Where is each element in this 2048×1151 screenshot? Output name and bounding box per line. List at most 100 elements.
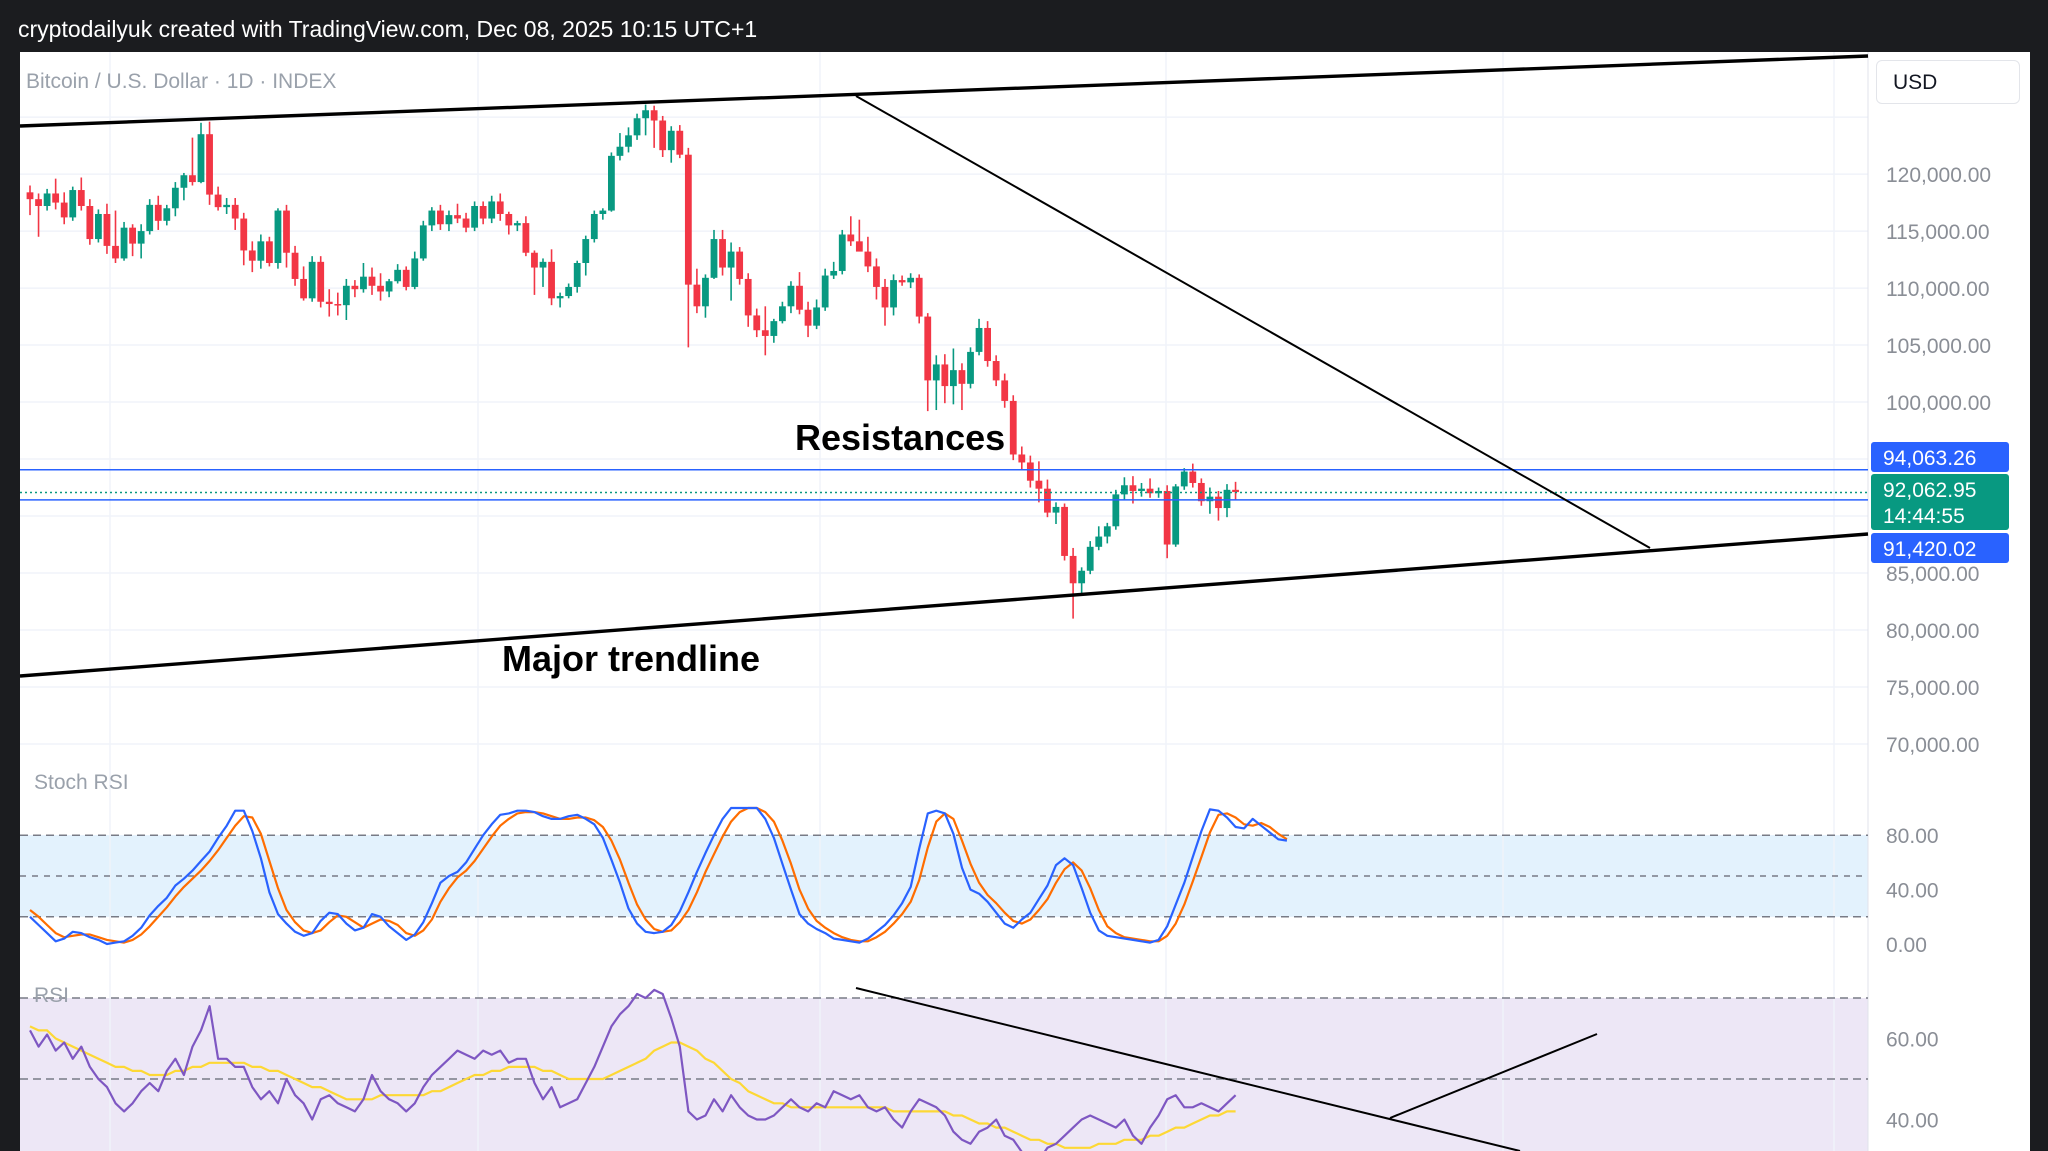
candle <box>325 289 333 317</box>
upper-channel-trendline[interactable] <box>20 54 1869 128</box>
candle-body <box>804 309 812 326</box>
candle-body <box>838 234 846 271</box>
candle <box>419 220 427 261</box>
candle-body <box>847 234 855 242</box>
candle <box>1026 455 1034 488</box>
major-trendline[interactable] <box>20 532 1869 678</box>
candle-body <box>873 266 880 287</box>
candle <box>1163 485 1171 559</box>
candle-body <box>35 199 42 207</box>
price-pane <box>20 104 1868 619</box>
candle-body <box>753 315 761 331</box>
candle <box>565 283 573 299</box>
candle <box>1018 446 1026 470</box>
candle-body <box>52 193 60 203</box>
candle <box>26 185 34 216</box>
major-trendline-label: Major trendline <box>502 638 760 679</box>
candle <box>154 195 162 230</box>
candle-body <box>633 118 641 136</box>
candle-body <box>471 206 478 228</box>
candle <box>1129 476 1137 504</box>
candle-body <box>967 351 974 384</box>
candle <box>1086 541 1094 575</box>
candle-body <box>582 239 590 263</box>
candle <box>214 186 222 211</box>
current-price-tag <box>1871 474 2009 530</box>
candle-body <box>171 187 179 209</box>
candle-body <box>1052 506 1060 513</box>
candle <box>479 201 487 225</box>
candle <box>1103 522 1111 544</box>
bar-countdown: 14:44:55 <box>1883 505 1965 528</box>
candle <box>180 172 188 201</box>
candle <box>103 203 111 254</box>
candle-body <box>1035 480 1043 489</box>
resistances-label: Resistances <box>795 417 1005 458</box>
candle-body <box>257 241 265 261</box>
stoch-k-line <box>29 806 1288 946</box>
candle-body <box>351 285 359 290</box>
candle-body <box>411 258 419 287</box>
candle-body <box>189 175 196 183</box>
current-price-value: 92,062.95 <box>1883 479 1976 502</box>
candle-body <box>214 194 222 208</box>
candle <box>317 256 325 308</box>
candle-body <box>1026 462 1034 481</box>
candle <box>351 280 359 298</box>
candle-body <box>513 223 521 226</box>
candle-body <box>625 135 632 147</box>
candle-body <box>394 269 402 282</box>
rsi-rising-trendline[interactable] <box>1389 1033 1598 1119</box>
candle <box>941 354 949 404</box>
price-tick-label: 75,000.00 <box>1886 677 1979 700</box>
candle-body <box>539 261 547 268</box>
symbol-title[interactable]: Bitcoin / U.S. Dollar · 1D · INDEX <box>26 70 336 93</box>
stoch-rsi-pane <box>29 806 1288 946</box>
candle-body <box>462 218 470 228</box>
candle-body <box>146 204 154 232</box>
price-axis: 70,000.00 75,000.00 80,000.00 85,000.00 100,… <box>1886 164 1991 1132</box>
rsi-descending-trendline[interactable] <box>855 987 1521 1151</box>
candle-body <box>693 284 701 307</box>
candle-body <box>334 304 342 306</box>
rsi-tick-label: 40.00 <box>1886 1110 1939 1133</box>
candle-body <box>992 361 1000 381</box>
candle <box>428 207 436 232</box>
candle-body <box>86 206 94 240</box>
candle <box>454 203 461 224</box>
candle-body <box>907 277 915 283</box>
candle <box>667 126 675 163</box>
candle <box>616 133 624 161</box>
candle <box>881 278 889 326</box>
candle <box>659 115 667 157</box>
candle <box>633 113 641 140</box>
candle-body <box>522 223 530 253</box>
candle <box>847 216 855 246</box>
currency-selector[interactable]: USD <box>1876 60 2020 104</box>
candle <box>334 292 342 316</box>
chart-area[interactable]: 70,000.00 75,000.00 80,000.00 85,000.00 100,… <box>20 52 2030 1151</box>
candle-body <box>1001 380 1009 401</box>
price-tick-label: 80,000.00 <box>1886 620 1979 643</box>
candle <box>779 301 786 324</box>
candle-body <box>676 130 684 155</box>
candle <box>684 147 692 348</box>
candle <box>838 229 846 275</box>
candle-body <box>744 278 752 316</box>
candle <box>770 318 778 343</box>
candle <box>1206 487 1214 514</box>
candle-body <box>659 120 667 151</box>
chart-frame: 70,000.00 75,000.00 80,000.00 85,000.00 100,… <box>0 52 2048 1151</box>
candle <box>257 234 265 269</box>
descending-resistance-trendline[interactable] <box>855 95 1651 549</box>
candle <box>599 208 607 220</box>
candle-body <box>898 280 906 283</box>
candle <box>1121 477 1128 501</box>
price-tick-label: 115,000.00 <box>1886 221 1990 244</box>
candle-body <box>300 278 307 299</box>
candle <box>368 267 376 295</box>
candle-body <box>599 210 607 214</box>
candle-body <box>1095 536 1103 547</box>
candle <box>308 256 316 302</box>
candle-body <box>950 370 957 387</box>
